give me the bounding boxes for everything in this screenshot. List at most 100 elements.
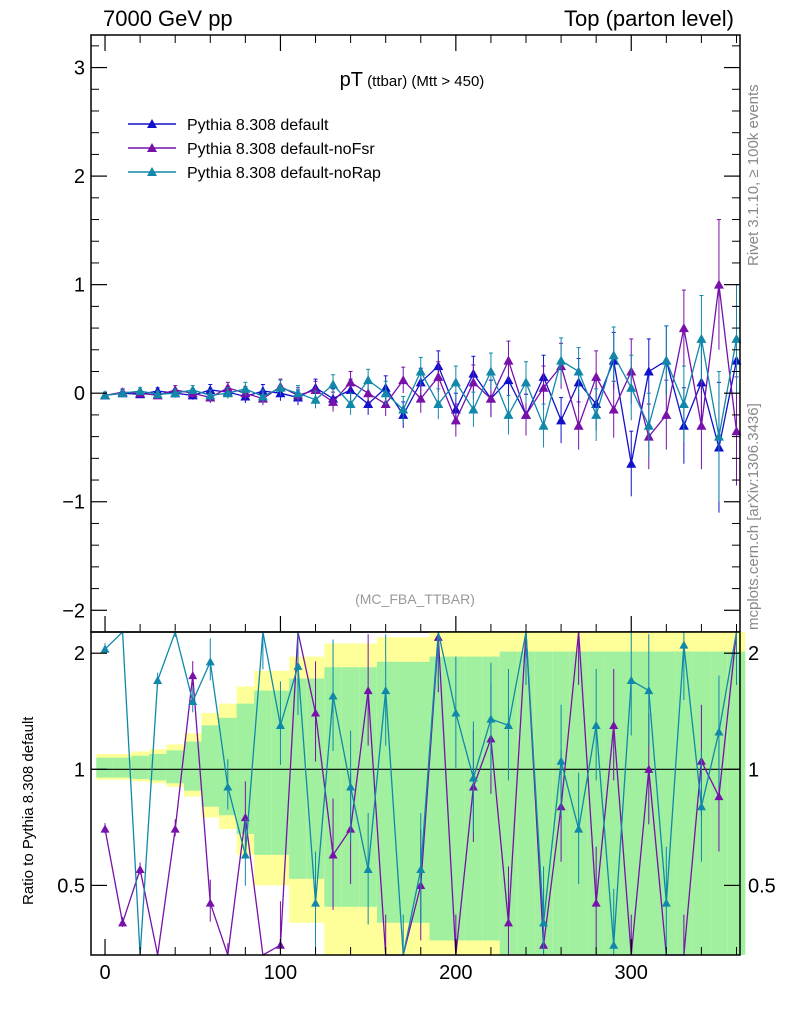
main-point <box>538 382 549 392</box>
ratio-point <box>346 782 356 791</box>
ratio-point <box>679 640 689 649</box>
ratio-band-inner <box>411 661 430 923</box>
ratio-band-inner <box>131 755 149 779</box>
main-point <box>363 375 374 385</box>
main-point <box>433 371 444 381</box>
main-point <box>503 409 514 419</box>
collision-energy-label: 7000 GeV pp <box>103 6 233 31</box>
ratio-point <box>100 824 110 833</box>
main-point <box>415 366 426 376</box>
main-point <box>328 396 339 406</box>
main-point <box>678 399 689 409</box>
ratio-point <box>556 756 566 765</box>
main-point <box>450 415 461 425</box>
ratio-point <box>609 940 619 949</box>
main-point <box>731 333 742 343</box>
ratio-y-tick-label-right: 1 <box>748 759 759 781</box>
ratio-y-tick-label: 1 <box>74 759 85 781</box>
ratio-point <box>311 708 321 717</box>
main-point <box>380 388 391 398</box>
ratio-band-inner <box>587 651 605 955</box>
main-point <box>556 355 567 365</box>
ratio-band-inner <box>166 750 184 784</box>
ratio-band-inner <box>113 757 132 778</box>
ratio-y-tick-label-right: 2 <box>748 643 759 665</box>
ratio-point <box>328 850 338 859</box>
main-point <box>556 415 567 425</box>
main-point <box>345 377 356 387</box>
main-point <box>731 426 742 436</box>
ratio-point <box>644 686 654 695</box>
ratio-point <box>363 686 373 695</box>
main-point <box>696 420 707 430</box>
y-tick-label: −1 <box>62 492 85 514</box>
legend-label: Pythia 8.308 default-noFsr <box>187 141 375 158</box>
main-point <box>521 377 532 387</box>
main-point <box>240 383 251 393</box>
main-point <box>713 431 724 441</box>
main-point <box>643 366 654 376</box>
ratio-point <box>696 802 706 811</box>
main-point <box>310 384 321 394</box>
main-point <box>292 388 303 398</box>
chart-title: pT (ttbar) (Mtt > 450) <box>340 69 485 91</box>
ratio-point <box>135 864 145 874</box>
ratio-band-inner <box>324 667 342 907</box>
ratio-point <box>451 708 461 717</box>
legend-label: Pythia 8.308 default <box>187 117 329 134</box>
main-point <box>573 420 584 430</box>
ratio-band-inner <box>271 690 290 855</box>
ratio-band-inner <box>622 651 641 955</box>
legend: Pythia 8.308 default Pythia 8.308 default… <box>128 117 381 182</box>
ratio-point <box>591 898 601 907</box>
ratio-band-inner <box>482 656 500 941</box>
main-point <box>678 323 689 333</box>
ratio-band-inner <box>183 741 202 791</box>
main-point <box>468 377 479 387</box>
main-point <box>591 371 602 381</box>
main-point <box>170 388 181 398</box>
main-point <box>222 388 233 398</box>
ratio-band-inner <box>727 651 746 955</box>
ratio-band-inner <box>96 757 114 778</box>
ratio-point <box>503 720 513 729</box>
main-point <box>100 390 111 400</box>
main-point <box>591 409 602 419</box>
main-point <box>117 388 128 398</box>
main-point <box>485 393 496 403</box>
ratio-point <box>609 720 619 729</box>
main-point <box>450 377 461 387</box>
y-tick-label: 0 <box>74 383 85 405</box>
main-point <box>328 379 339 389</box>
ratio-band-inner <box>517 651 535 955</box>
main-point <box>713 279 724 289</box>
main-point <box>135 386 146 396</box>
main-point <box>626 458 637 468</box>
y-tick-label: −2 <box>62 600 85 622</box>
main-point <box>485 366 496 376</box>
ratio-point <box>311 898 321 907</box>
main-point <box>538 420 549 430</box>
analysis-watermark: (MC_FBA_TTBAR) <box>355 591 475 607</box>
ratio-point <box>381 686 391 695</box>
ratio-point <box>468 773 478 782</box>
ratio-point <box>328 691 338 700</box>
ratio-point <box>591 720 601 729</box>
ratio-band-inner <box>394 661 412 923</box>
x-tick-label: 300 <box>615 962 648 984</box>
y-tick-label: 2 <box>74 166 85 188</box>
main-point <box>608 404 619 414</box>
ratio-point <box>644 764 654 773</box>
main-point <box>275 382 286 392</box>
ratio-point <box>275 720 285 729</box>
main-point <box>398 375 409 385</box>
main-point <box>626 382 637 392</box>
main-point <box>205 390 216 400</box>
main-point <box>152 389 163 399</box>
main-point <box>661 409 672 419</box>
ratio-point <box>205 898 215 907</box>
ratio-band-inner <box>254 690 272 855</box>
ratio-band-inner <box>657 651 676 955</box>
ratio-point <box>153 675 163 685</box>
x-tick-label: 100 <box>264 962 297 984</box>
